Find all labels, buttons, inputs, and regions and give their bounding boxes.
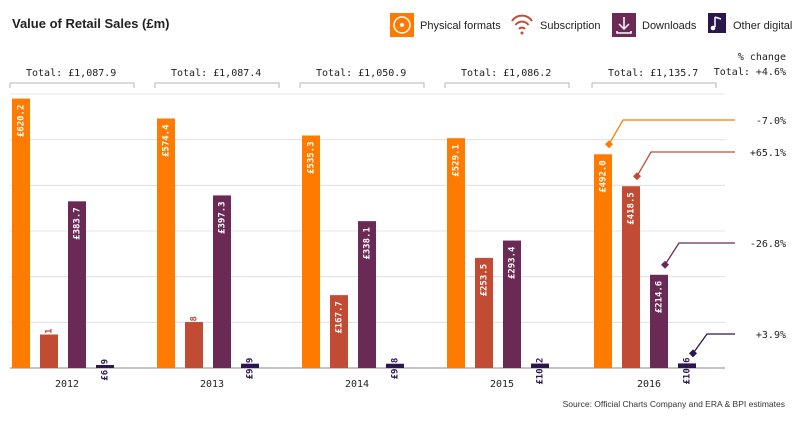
legend-item-subscription: Subscription — [511, 14, 601, 35]
total-bracket — [444, 82, 570, 88]
vinyl-disc-icon — [390, 13, 414, 37]
value-label: £529.1 — [452, 144, 462, 177]
change-marker — [689, 349, 697, 358]
value-labels: £620.2 £574.4 £535.3 £529.1 £492.0 £77.1 £105.… — [17, 105, 693, 385]
bar-other-digital — [678, 363, 696, 368]
x-tick-label: 2012 — [55, 379, 79, 390]
bar-downloads — [213, 195, 231, 368]
legend-label-physical: Physical formats — [420, 20, 501, 32]
total-bracket — [9, 82, 135, 88]
bar-physical-formats — [157, 118, 175, 369]
value-label: £574.4 — [162, 124, 172, 157]
group-totals: Total: £1,087.9 Total: £1,087.4 Total: £1,… — [9, 68, 717, 88]
pct-change-other-digital: +3.9% — [756, 330, 786, 341]
change-marker — [605, 140, 613, 149]
bar-other-digital — [241, 363, 259, 368]
group-total: Total: £1,087.4 — [171, 68, 261, 79]
value-label: £9.9 — [246, 358, 256, 380]
bar-subscription — [475, 257, 493, 368]
bar-physical-formats — [12, 98, 30, 369]
value-label: £338.1 — [363, 227, 373, 260]
change-leader — [664, 242, 735, 266]
x-tick-label: 2013 — [200, 379, 224, 390]
pct-change-physical-formats: -7.0% — [756, 116, 786, 127]
value-label: £293.4 — [508, 246, 518, 279]
bar-other-digital — [96, 365, 114, 368]
x-tick-label: 2015 — [490, 379, 514, 390]
value-label: £77.1 — [45, 329, 55, 356]
bar-downloads — [358, 221, 376, 368]
value-label: £10.2 — [536, 358, 546, 385]
total-bracket — [591, 82, 717, 88]
x-axis-labels: 2012 2013 2014 2015 2016 — [55, 379, 661, 390]
x-tick-label: 2016 — [637, 379, 661, 390]
total-bracket — [154, 82, 280, 88]
value-label: £9.8 — [391, 358, 401, 380]
pct-change-subscription: +65.1% — [750, 148, 786, 159]
pct-change-header: % change — [738, 52, 786, 63]
bar-other-digital — [531, 363, 549, 368]
value-label: £105.8 — [190, 316, 200, 349]
group-total: Total: £1,086.2 — [461, 68, 551, 79]
source-note: Source: Official Charts Company and ERA … — [563, 399, 785, 409]
change-leader — [608, 119, 735, 145]
value-label: £10.6 — [683, 357, 693, 384]
legend-label-other-digital: Other digital — [733, 20, 792, 32]
legend: Physical formats Subscription Downloads — [390, 13, 792, 37]
value-label: £620.2 — [17, 105, 27, 138]
bar-subscription — [622, 186, 640, 368]
chart-title: Value of Retail Sales (£m) — [12, 16, 170, 31]
music-note-icon — [708, 13, 726, 33]
x-tick-label: 2014 — [345, 379, 369, 390]
value-label: £418.5 — [627, 192, 637, 225]
bar-downloads — [68, 201, 86, 368]
value-label: £167.7 — [335, 301, 345, 334]
bar-physical-formats — [302, 135, 320, 368]
bar-subscription — [330, 295, 348, 368]
value-label: £253.5 — [480, 264, 490, 297]
wifi-signal-icon — [511, 14, 533, 35]
value-label: £535.3 — [307, 141, 317, 174]
pct-change-total: Total: +4.6% — [714, 67, 786, 78]
bar-physical-formats — [594, 154, 612, 368]
legend-item-downloads: Downloads — [612, 13, 697, 37]
change-leader — [692, 333, 735, 354]
legend-label-subscription: Subscription — [540, 20, 601, 32]
change-marker — [661, 260, 669, 269]
legend-item-other-digital: Other digital — [708, 13, 792, 33]
bar-subscription — [185, 322, 203, 368]
value-label: £383.7 — [73, 207, 83, 240]
legend-item-physical: Physical formats — [390, 13, 501, 37]
bar-other-digital — [386, 363, 404, 368]
change-marker — [633, 172, 641, 181]
group-total: Total: £1,050.9 — [316, 68, 406, 79]
bar-physical-formats — [447, 138, 465, 368]
bars — [12, 98, 696, 369]
pct-change-downloads: -26.8% — [750, 239, 786, 250]
download-icon — [612, 13, 636, 37]
pct-change-annotations: -7.0% +65.1% -26.8% +3.9% — [605, 116, 786, 358]
bar-downloads — [650, 274, 668, 368]
total-bracket — [299, 82, 425, 88]
bar-subscription — [40, 334, 58, 368]
value-label: £397.3 — [218, 201, 228, 234]
legend-label-downloads: Downloads — [642, 20, 697, 32]
change-leader — [636, 151, 735, 177]
value-label: £492.0 — [599, 160, 609, 193]
value-label: £6.9 — [101, 359, 111, 381]
group-total: Total: £1,135.7 — [608, 68, 698, 79]
value-label: £214.6 — [655, 281, 665, 314]
group-total: Total: £1,087.9 — [26, 68, 116, 79]
bar-downloads — [503, 240, 521, 368]
